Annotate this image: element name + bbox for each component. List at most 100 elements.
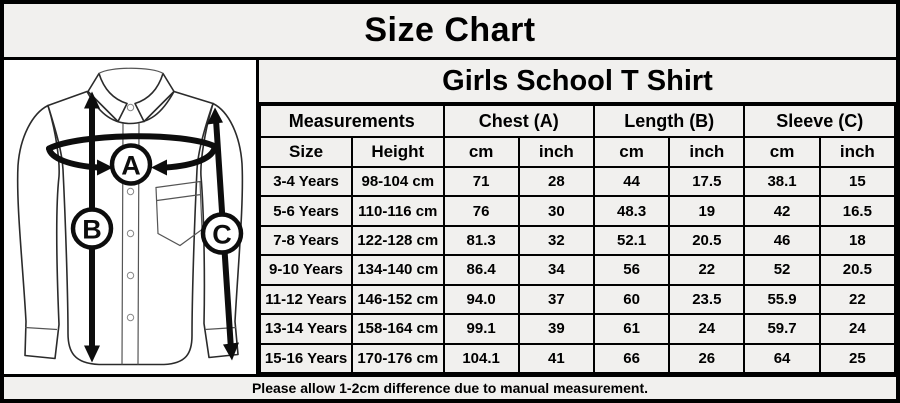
table-row: 9-10 Years 134-140 cm 86.4 34 56 22 52 2… [258, 254, 897, 286]
cell-sleeve-inch: 15 [818, 165, 897, 198]
table-row: 13-14 Years 158-164 cm 99.1 39 61 24 59.… [258, 313, 897, 345]
cell-chest-cm: 99.1 [442, 313, 520, 345]
cell-length-cm: 44 [592, 165, 671, 198]
col-header-length-cm: cm [592, 136, 671, 168]
cell-sleeve-cm: 64 [743, 342, 821, 375]
group-header-sleeve: Sleeve (C) [743, 104, 896, 138]
cell-height: 98-104 cm [351, 165, 445, 198]
sleeve-label: C [212, 220, 232, 250]
cell-chest-inch: 32 [517, 224, 595, 257]
cell-sleeve-cm: 38.1 [743, 165, 821, 198]
size-table-panel: Girls School T Shirt Measurements Chest … [258, 60, 897, 375]
shirt-illustration [16, 67, 244, 366]
cell-sleeve-inch: 20.5 [818, 254, 897, 286]
shirt-pocket [155, 180, 203, 247]
col-header-length-inch: inch [668, 136, 746, 168]
cell-chest-inch: 28 [517, 165, 595, 198]
col-header-chest-inch: inch [517, 136, 595, 168]
cell-height: 170-176 cm [351, 342, 445, 375]
table-row: 3-4 Years 98-104 cm 71 28 44 17.5 38.1 1… [258, 165, 897, 198]
cell-chest-inch: 30 [517, 195, 595, 227]
content-area: A B C [4, 60, 897, 375]
cell-chest-cm: 76 [442, 195, 520, 227]
button-icon [126, 187, 135, 196]
product-title: Girls School T Shirt [259, 60, 896, 104]
cell-height: 158-164 cm [351, 313, 445, 345]
table-row: 7-8 Years 122-128 cm 81.3 32 52.1 20.5 4… [258, 224, 897, 257]
cell-height: 110-116 cm [351, 195, 445, 227]
length-label: B [82, 215, 102, 245]
cell-length-inch: 26 [668, 342, 746, 375]
table-row: 11-12 Years 146-152 cm 94.0 37 60 23.5 5… [258, 283, 897, 316]
sleeve-label-badge [200, 212, 244, 255]
cell-length-cm: 52.1 [592, 224, 671, 257]
size-table: Measurements Chest (A) Length (B) Sleeve… [258, 104, 897, 375]
cell-size: 9-10 Years [258, 254, 354, 286]
cell-chest-inch: 39 [517, 313, 595, 345]
chest-arrow-right-head [97, 159, 113, 176]
col-header-height: Height [351, 136, 445, 168]
length-arrow-top-head [84, 91, 100, 109]
cell-length-inch: 22 [668, 254, 746, 286]
sleeve-arrow-bottom-head [223, 342, 239, 361]
sleeve-measure-arrow: C [200, 107, 244, 361]
cell-sleeve-cm: 42 [743, 195, 821, 227]
shirt-measurement-diagram: A B C [16, 67, 244, 366]
group-header-length: Length (B) [592, 104, 746, 138]
cell-length-inch: 17.5 [668, 165, 746, 198]
chest-label-badge [109, 143, 153, 186]
cell-height: 146-152 cm [351, 283, 445, 316]
button-icon [126, 313, 135, 322]
cell-size: 7-8 Years [258, 224, 354, 257]
cell-sleeve-inch: 18 [818, 224, 897, 257]
cell-height: 122-128 cm [351, 224, 445, 257]
cell-sleeve-inch: 22 [818, 283, 897, 316]
cell-length-inch: 23.5 [668, 283, 746, 316]
cell-length-cm: 48.3 [592, 195, 671, 227]
button-icon [126, 103, 135, 112]
cell-length-inch: 20.5 [668, 224, 746, 257]
cell-chest-cm: 81.3 [442, 224, 520, 257]
cell-length-inch: 19 [668, 195, 746, 227]
cell-chest-inch: 37 [517, 283, 595, 316]
col-header-size: Size [258, 136, 354, 168]
col-header-sleeve-cm: cm [743, 136, 821, 168]
cell-chest-cm: 86.4 [442, 254, 520, 286]
cell-size: 3-4 Years [258, 165, 354, 198]
cell-size: 15-16 Years [258, 342, 354, 375]
shirt-collar-left [87, 72, 128, 123]
button-icon [126, 229, 135, 238]
length-measure-arrow: B [70, 91, 114, 363]
shirt-left-cuff-line [24, 326, 58, 331]
cell-size: 11-12 Years [258, 283, 354, 316]
length-label-badge [70, 207, 114, 250]
shirt-collar-right [134, 72, 175, 123]
cell-length-cm: 60 [592, 283, 671, 316]
cell-sleeve-cm: 46 [743, 224, 821, 257]
cell-chest-cm: 94.0 [442, 283, 520, 316]
cell-chest-inch: 34 [517, 254, 595, 286]
chest-arrow-left-head [151, 159, 167, 176]
footer-note: Please allow 1-2cm difference due to man… [4, 374, 896, 399]
cell-sleeve-cm: 52 [743, 254, 821, 286]
group-header-measurements: Measurements [259, 104, 445, 138]
cell-sleeve-cm: 59.7 [743, 313, 821, 345]
cell-length-cm: 61 [592, 313, 671, 345]
button-icon [126, 271, 135, 280]
cell-sleeve-inch: 16.5 [818, 195, 897, 227]
cell-sleeve-inch: 24 [818, 313, 897, 345]
page-title: Size Chart [4, 4, 896, 60]
col-header-chest-cm: cm [442, 136, 520, 168]
length-arrow-bottom-head [84, 345, 100, 363]
cell-length-cm: 66 [592, 342, 671, 375]
table-row: 15-16 Years 170-176 cm 104.1 41 66 26 64… [258, 342, 897, 375]
chest-arrow-back-arc [46, 133, 218, 152]
cell-chest-cm: 71 [442, 165, 520, 198]
cell-length-inch: 24 [668, 313, 746, 345]
chest-label: A [121, 151, 141, 181]
chest-arrow-right-segment [163, 143, 218, 171]
shirt-collar-band [98, 67, 164, 75]
shirt-diagram-panel: A B C [4, 60, 259, 374]
group-header-chest: Chest (A) [442, 104, 595, 138]
